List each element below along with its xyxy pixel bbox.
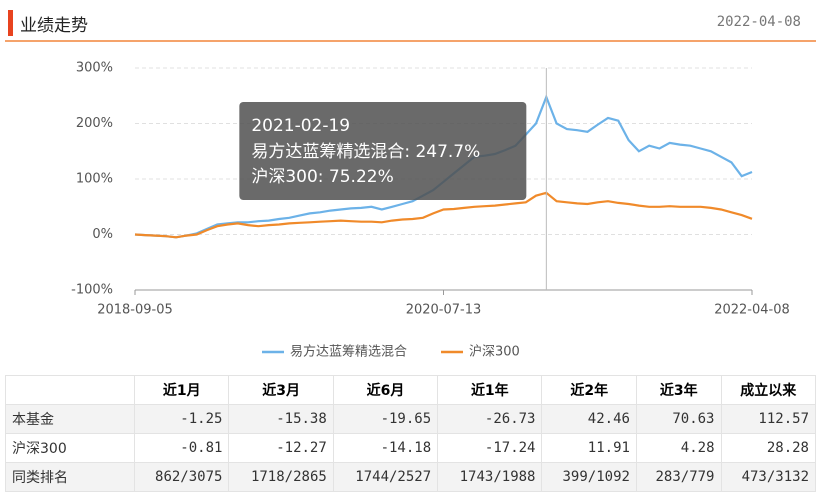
header-date: 2022-04-08 (716, 14, 801, 30)
table-header: 近1月 近3月 近6月 近1年 近2年 近3年 成立以来 (5, 375, 816, 405)
cell: -26.73 (437, 404, 543, 434)
cell: 70.63 (635, 404, 722, 434)
column-header: 近1年 (437, 375, 543, 405)
row-label: 本基金 (5, 404, 135, 434)
tooltip-line: 易方达蓝筹精选混合: 247.7% (251, 142, 480, 162)
chart: -100% 0% 100% 200% 300% 2018-09-05 2020-07-13 2… (71, 61, 790, 360)
corner-cell (5, 375, 135, 405)
cell: -17.24 (437, 433, 543, 463)
cell: 112.57 (720, 404, 816, 434)
cell: 283/779 (635, 462, 722, 492)
column-header: 近3月 (228, 375, 334, 405)
cell: 28.28 (720, 433, 816, 463)
cell: -0.81 (133, 433, 230, 463)
header-title: 业绩走势 (20, 16, 88, 36)
table-row: 沪深300 -0.81 -12.27 -14.18 -17.24 11.91 4.28 28.… (5, 433, 816, 463)
column-header: 近2年 (541, 375, 637, 405)
cell: 4.28 (635, 433, 722, 463)
row-label: 同类排名 (5, 462, 135, 492)
y-tick-label: 300% (76, 61, 113, 76)
cell: 42.46 (541, 404, 637, 434)
column-header: 近6月 (332, 375, 439, 405)
header-rule (5, 40, 816, 42)
cell: -1.25 (133, 404, 230, 434)
y-tick-label: -100% (71, 283, 113, 298)
cell: -12.27 (228, 433, 334, 463)
x-tick-label: 2020-07-13 (406, 303, 482, 318)
y-tick-label: 100% (76, 172, 113, 187)
legend-label: 沪深300 (469, 344, 520, 360)
cell: 1744/2527 (332, 462, 439, 492)
column-header: 成立以来 (720, 375, 816, 405)
row-label: 沪深300 (5, 433, 135, 463)
cell: 862/3075 (133, 462, 230, 492)
performance-table: 近1月 近3月 近6月 近1年 近2年 近3年 成立以来 本基金 -1.25 -15.38 -19… (5, 375, 816, 492)
cell: 399/1092 (541, 462, 637, 492)
cell: 11.91 (541, 433, 637, 463)
tooltip-line: 沪深300: 75.22% (251, 167, 393, 187)
x-tick-label: 2022-04-08 (714, 303, 790, 318)
tooltip-box (239, 102, 527, 200)
cell: 473/3132 (720, 462, 816, 492)
y-tick-label: 200% (76, 116, 113, 131)
column-header: 近1月 (133, 375, 230, 405)
y-tick-label: 0% (92, 227, 113, 242)
series-line (134, 191, 753, 239)
cell: 1743/1988 (437, 462, 543, 492)
table-row: 同类排名 862/3075 1718/2865 1744/2527 1743/1988 3… (5, 462, 816, 492)
legend-label: 易方达蓝筹精选混合 (290, 344, 407, 360)
cell: 1718/2865 (228, 462, 334, 492)
column-header: 近3年 (635, 375, 722, 405)
cell: -14.18 (332, 433, 439, 463)
table-row: 本基金 -1.25 -15.38 -19.65 -26.73 42.46 70.63 112.… (5, 404, 816, 434)
header-accent (8, 10, 13, 36)
x-tick-label: 2018-09-05 (97, 303, 173, 318)
cell: -19.65 (332, 404, 439, 434)
cell: -15.38 (228, 404, 334, 434)
tooltip-title: 2021-02-19 (251, 116, 350, 136)
